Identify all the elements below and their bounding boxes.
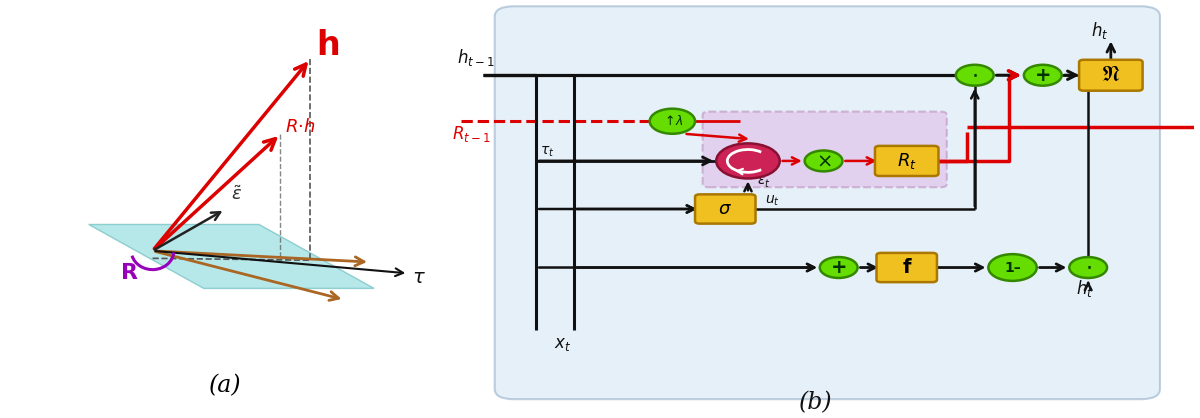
Polygon shape — [89, 224, 374, 288]
Text: R: R — [121, 263, 138, 283]
Text: +: + — [1034, 66, 1051, 85]
Text: (a): (a) — [209, 374, 241, 397]
FancyBboxPatch shape — [494, 6, 1160, 399]
Text: $\times$: $\times$ — [816, 151, 832, 171]
FancyBboxPatch shape — [1079, 60, 1142, 91]
Circle shape — [805, 150, 842, 171]
Text: $h_{t-1}$: $h_{t-1}$ — [457, 47, 494, 68]
Circle shape — [1069, 257, 1108, 278]
FancyBboxPatch shape — [875, 146, 938, 176]
Text: (b): (b) — [799, 392, 833, 415]
FancyBboxPatch shape — [876, 253, 937, 282]
Circle shape — [649, 109, 695, 134]
Text: $h_t$: $h_t$ — [1091, 20, 1109, 41]
Text: $x_t$: $x_t$ — [554, 335, 571, 353]
Circle shape — [716, 143, 780, 178]
Text: $R_t$: $R_t$ — [896, 151, 917, 171]
Text: $\tilde{h}_t$: $\tilde{h}_t$ — [1075, 274, 1093, 300]
Text: $\tau$: $\tau$ — [413, 268, 426, 287]
Text: $\sigma$: $\sigma$ — [719, 200, 732, 218]
FancyBboxPatch shape — [703, 112, 947, 187]
Circle shape — [989, 254, 1037, 281]
Text: $u_t$: $u_t$ — [764, 194, 780, 209]
Text: $\mathfrak{N}$: $\mathfrak{N}$ — [1102, 65, 1121, 85]
Circle shape — [956, 65, 994, 86]
Text: $\cdot$: $\cdot$ — [1085, 257, 1092, 278]
Text: $\tilde{\varepsilon}_t$: $\tilde{\varepsilon}_t$ — [757, 172, 770, 191]
Circle shape — [820, 257, 858, 278]
Text: $\cdot$: $\cdot$ — [972, 65, 978, 85]
Text: $R{\cdot}h$: $R{\cdot}h$ — [284, 118, 316, 136]
Text: f: f — [902, 258, 911, 277]
Circle shape — [1024, 65, 1062, 86]
Text: $\tau_t$: $\tau_t$ — [540, 145, 554, 159]
Text: $\tilde{\varepsilon}$: $\tilde{\varepsilon}$ — [232, 186, 242, 204]
Text: +: + — [830, 258, 847, 277]
FancyBboxPatch shape — [695, 194, 756, 224]
Text: h: h — [317, 29, 341, 62]
Text: $R_{t-1}$: $R_{t-1}$ — [451, 124, 491, 144]
Text: $\uparrow\!\lambda$: $\uparrow\!\lambda$ — [661, 114, 683, 128]
Text: 1–: 1– — [1004, 260, 1021, 275]
